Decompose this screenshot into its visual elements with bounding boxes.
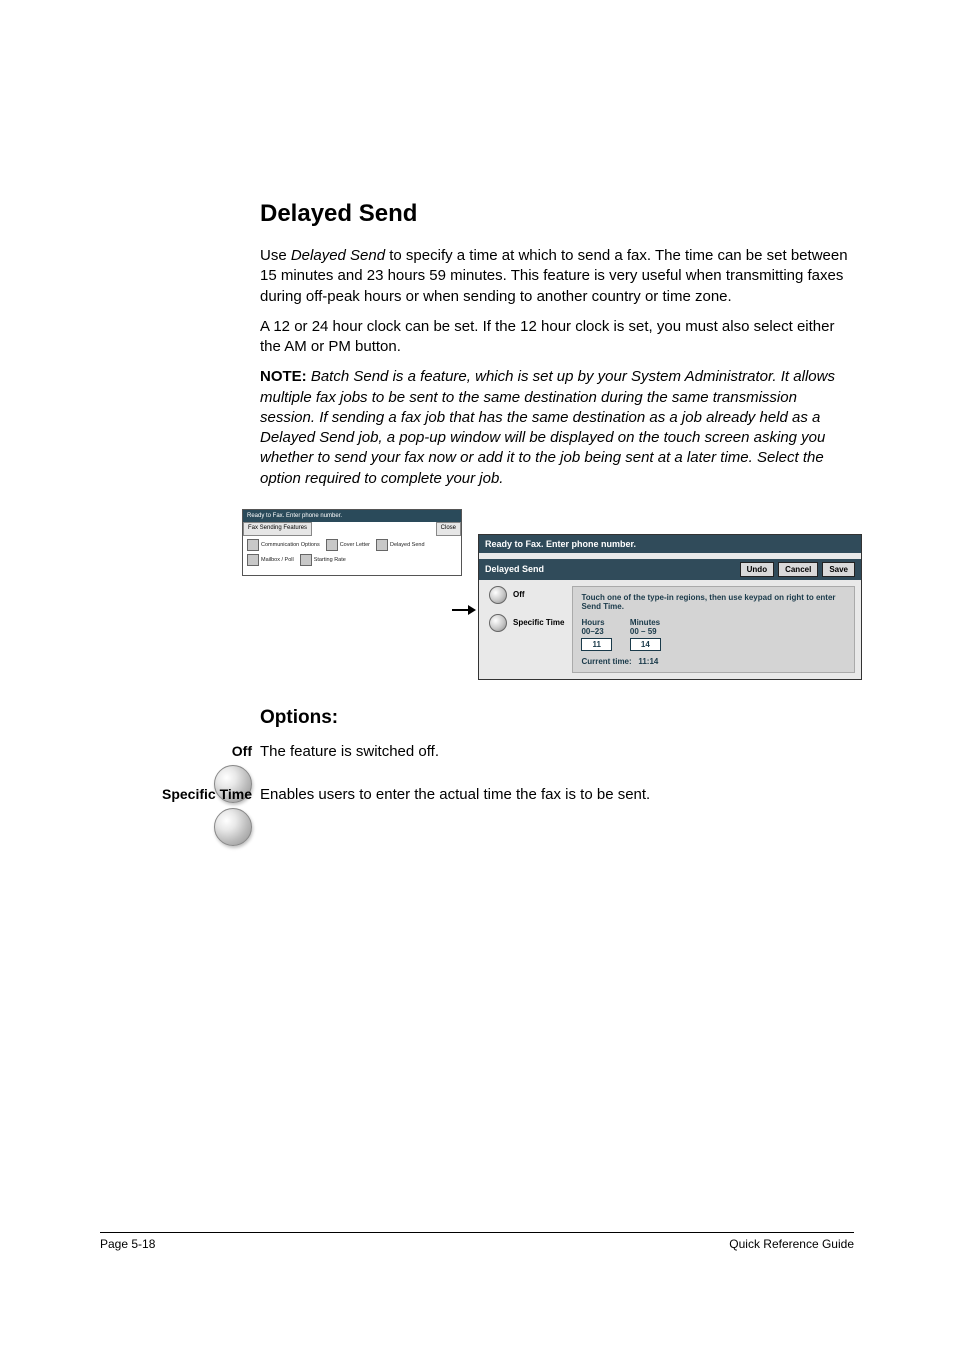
hours-column: Hours 00–23 11: [581, 618, 611, 651]
minutes-column: Minutes 00 – 59 14: [630, 618, 661, 651]
current-time-label: Current time:: [581, 657, 631, 666]
feature-icon: [326, 539, 338, 551]
panel-right-titlebar: Delayed Send Undo Cancel Save: [479, 559, 861, 580]
option-label-column: Off: [100, 743, 260, 759]
feature-cover-letter[interactable]: Cover Letter: [326, 539, 370, 551]
note-body: Batch Send is a feature, which is set up…: [260, 368, 835, 486]
panel-left-status: Ready to Fax. Enter phone number.: [243, 510, 461, 522]
option-specific-time[interactable]: Specific Time: [489, 614, 564, 632]
panel-right-status: Ready to Fax. Enter phone number.: [479, 535, 861, 553]
cancel-button[interactable]: Cancel: [778, 562, 818, 577]
content-column: Delayed Send Use Delayed Send to specify…: [260, 200, 850, 729]
paragraph-clock: A 12 or 24 hour clock can be set. If the…: [260, 317, 850, 358]
feature-delayed-send[interactable]: Delayed Send: [376, 539, 425, 551]
option-row-off: Off The feature is switched off.: [100, 743, 854, 760]
option-off[interactable]: Off: [489, 586, 564, 604]
section-heading: Delayed Send: [260, 200, 850, 228]
options-heading: Options:: [260, 707, 850, 729]
footer-row: Page 5-18 Quick Reference Guide: [100, 1237, 854, 1251]
option-specific-label: Specific Time: [513, 618, 564, 627]
feature-label: Communication Options: [261, 542, 320, 548]
option-label-column: Specific Time: [100, 786, 260, 802]
feature-mailbox-poll[interactable]: Mailbox / Poll: [247, 554, 294, 566]
feature-label: Delayed Send: [390, 542, 425, 548]
feature-grid: Communication Options Cover Letter Delay…: [243, 536, 461, 575]
close-button[interactable]: Close: [436, 522, 461, 536]
hours-label: Hours: [581, 618, 604, 627]
radio-orb-icon: [489, 586, 507, 604]
radio-orb-icon: [214, 808, 252, 846]
option-off-desc: The feature is switched off.: [260, 743, 854, 760]
panel-left-tabs: Fax Sending Features Close: [243, 522, 461, 536]
footer-page-number: Page 5-18: [100, 1237, 155, 1251]
radio-orb-icon: [489, 614, 507, 632]
current-time: Current time: 11:14: [581, 657, 846, 666]
note-label: NOTE:: [260, 368, 307, 385]
minutes-label: Minutes: [630, 618, 660, 627]
feature-icon: [247, 554, 259, 566]
feature-communication-options[interactable]: Communication Options: [247, 539, 320, 551]
arrow-icon: [452, 609, 468, 611]
paragraph-intro: Use Delayed Send to specify a time at wh…: [260, 246, 850, 307]
page-footer: Page 5-18 Quick Reference Guide: [100, 1232, 854, 1251]
option-specific-desc: Enables users to enter the actual time t…: [260, 786, 854, 803]
footer-rule: [100, 1232, 854, 1233]
hours-minutes-row: Hours 00–23 11 Minutes 00 – 59 14: [581, 618, 846, 651]
feature-label: Mailbox / Poll: [261, 557, 294, 563]
feature-icon: [376, 539, 388, 551]
hours-range: 00–23: [581, 627, 603, 636]
minutes-input[interactable]: 14: [630, 638, 661, 651]
current-time-value: 11:14: [638, 657, 658, 666]
option-specific-heading: Specific Time: [100, 786, 252, 802]
feature-starting-rate[interactable]: Starting Rate: [300, 554, 346, 566]
feature-label: Cover Letter: [340, 542, 370, 548]
feature-label: Starting Rate: [314, 557, 346, 563]
note-paragraph: NOTE: Batch Send is a feature, which is …: [260, 367, 850, 489]
option-column: Off Specific Time: [485, 586, 564, 673]
delayed-send-panel: Ready to Fax. Enter phone number. Delaye…: [478, 534, 862, 680]
panel-right-body: Off Specific Time Touch one of the type-…: [479, 580, 861, 679]
option-row-specific-time: Specific Time Enables users to enter the…: [100, 786, 854, 803]
screenshot-figure: Ready to Fax. Enter phone number. Fax Se…: [242, 509, 862, 679]
time-entry-area: Touch one of the type-in regions, then u…: [572, 586, 855, 673]
document-page: Delayed Send Use Delayed Send to specify…: [0, 0, 954, 1351]
option-off-heading: Off: [100, 743, 252, 759]
undo-button[interactable]: Undo: [740, 562, 774, 577]
tab-fax-sending-features[interactable]: Fax Sending Features: [243, 522, 312, 536]
feature-icon: [300, 554, 312, 566]
fax-features-panel: Ready to Fax. Enter phone number. Fax Se…: [242, 509, 462, 576]
option-off-label: Off: [513, 590, 525, 599]
save-button[interactable]: Save: [822, 562, 855, 577]
minutes-range: 00 – 59: [630, 627, 657, 636]
hours-input[interactable]: 11: [581, 638, 611, 651]
hint-text: Touch one of the type-in regions, then u…: [581, 593, 846, 612]
panel-right-title: Delayed Send: [485, 564, 544, 574]
feature-icon: [247, 539, 259, 551]
footer-doc-title: Quick Reference Guide: [729, 1237, 854, 1251]
